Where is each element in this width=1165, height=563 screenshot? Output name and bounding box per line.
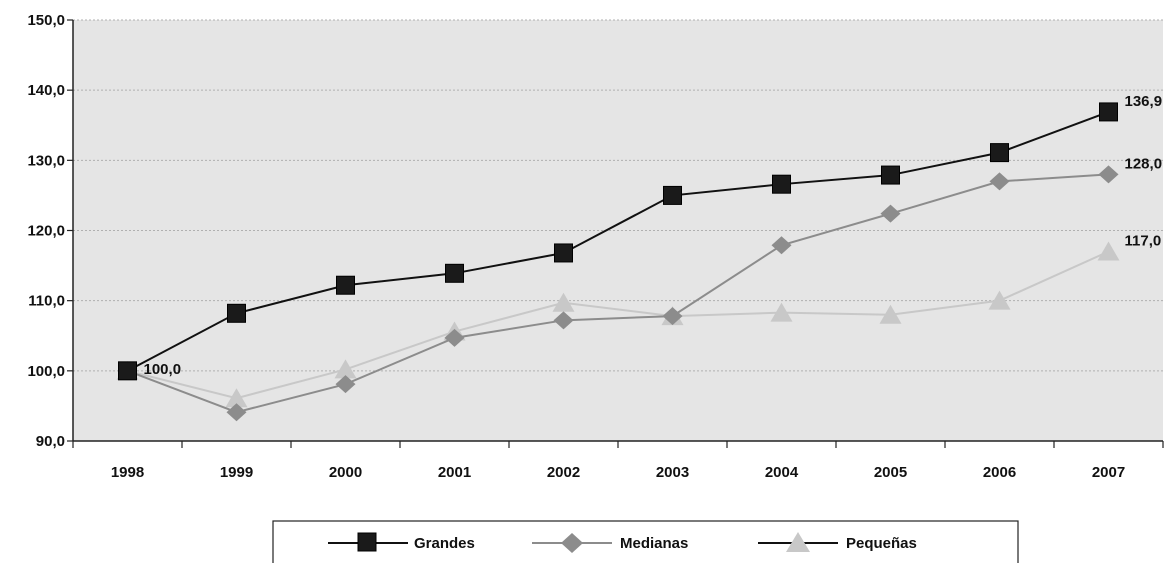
point-grandes-2005 [881, 165, 900, 185]
y-tick-label-4: 130,0 [27, 152, 65, 169]
legend-marker-pequenas [786, 532, 810, 552]
point-medianas-2003 [662, 307, 683, 326]
data-label-100-0: 100,0 [144, 361, 182, 378]
point-grandes-2001 [445, 263, 464, 283]
legend-marker-medianas [561, 533, 583, 553]
point-pequenas-2006 [988, 290, 1011, 310]
point-grandes-2007 [1099, 102, 1118, 122]
point-pequenas-2005 [879, 304, 902, 324]
point-pequenas-1999 [225, 388, 248, 408]
x-tick-label-2003: 2003 [656, 464, 689, 481]
point-grandes-2003 [663, 185, 682, 205]
data-label-136-9: 136,9 [1125, 93, 1163, 110]
point-grandes-1998 [118, 361, 137, 381]
point-grandes-2004 [772, 174, 791, 194]
point-medianas-2001 [444, 328, 465, 347]
point-pequenas-2007 [1097, 241, 1120, 261]
point-medianas-2002 [553, 311, 574, 330]
data-label-117-0: 117,0 [1125, 233, 1162, 250]
y-tick-label-6: 150,0 [27, 12, 65, 29]
y-tick-label-1: 100,0 [27, 363, 65, 380]
y-tick-label-2: 110,0 [28, 293, 65, 310]
point-pequenas-2002 [552, 292, 575, 312]
x-tick-label-1999: 1999 [220, 464, 253, 481]
series-line-medianas [127, 173, 1109, 414]
x-tick-label-2007: 2007 [1092, 464, 1125, 481]
y-tick-label-5: 140,0 [27, 82, 65, 99]
point-medianas-2000 [335, 375, 356, 394]
x-tick-label-2000: 2000 [329, 464, 362, 481]
x-tick-label-1998: 1998 [111, 464, 144, 481]
point-medianas-2006 [989, 172, 1010, 191]
y-axis-ticks: 90,0 100,0 110,0 120,0 130,0 140,0 150,0 [27, 12, 73, 450]
legend-marker-grandes [357, 532, 377, 552]
point-pequenas-2004 [770, 302, 793, 322]
legend-item-pequenas: Pequeñas [758, 532, 917, 552]
point-grandes-2002 [554, 243, 573, 263]
series-line-grandes [127, 110, 1109, 372]
y-tick-label-0: 90,0 [36, 433, 65, 450]
point-grandes-2000 [336, 275, 355, 295]
data-label-128-0: 128,0 [1125, 155, 1163, 172]
point-medianas-1999 [226, 403, 247, 422]
x-tick-label-2005: 2005 [874, 464, 907, 481]
series-group [116, 102, 1120, 422]
point-medianas-2007 [1098, 165, 1119, 184]
x-tick-label-2006: 2006 [983, 464, 1016, 481]
legend: Grandes Medianas Pequeñas [272, 520, 1019, 563]
legend-item-grandes: Grandes [328, 532, 475, 552]
data-labels: 100,0 136,9 128,0 117,0 [144, 93, 1163, 378]
legend-label-grandes: Grandes [414, 535, 475, 552]
x-tick-label-2004: 2004 [765, 464, 799, 481]
series-grandes [118, 102, 1118, 381]
gridlines [73, 19, 1163, 372]
legend-label-medianas: Medianas [620, 535, 688, 552]
x-tick-label-2001: 2001 [438, 464, 471, 481]
point-medianas-2005 [880, 204, 901, 223]
legend-label-pequenas: Pequeñas [846, 535, 917, 552]
x-tick-label-2002: 2002 [547, 464, 580, 481]
x-axis-ticks: 1998 1999 2000 2001 2002 2003 2004 2005 2006 2007 [72, 441, 1164, 481]
point-medianas-2004 [771, 236, 792, 255]
y-tick-label-3: 120,0 [27, 223, 65, 240]
point-grandes-1999 [227, 303, 246, 323]
series-line-pequenas [127, 250, 1109, 400]
point-grandes-2006 [990, 143, 1009, 163]
legend-item-medianas: Medianas [532, 533, 688, 553]
point-pequenas-2000 [334, 359, 357, 379]
